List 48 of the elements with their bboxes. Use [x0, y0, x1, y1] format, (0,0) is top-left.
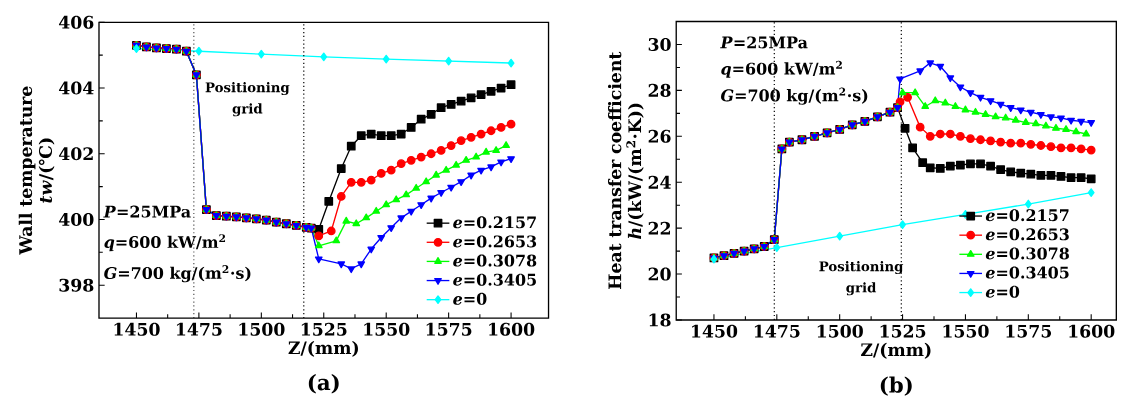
- y-tick-label: 30: [648, 37, 671, 52]
- legend-label: e=0.3405: [453, 273, 536, 286]
- x-tick-label: 1550: [943, 324, 989, 338]
- x-tick-label: 1575: [1006, 324, 1052, 338]
- x-tick-label: 1450: [692, 324, 738, 338]
- annotation: q=600 kW/m$^{2}$: [721, 60, 842, 78]
- y-tick-label: 28: [648, 83, 671, 97]
- y-tick-label: 22: [648, 221, 670, 235]
- y-tick-label: 402: [58, 147, 93, 161]
- x-tick-label: 1525: [880, 324, 926, 338]
- x-tick-label: 1475: [754, 324, 800, 338]
- legend-label: e=0.2157: [985, 209, 1069, 222]
- legend-label: e=0: [985, 285, 1020, 298]
- annotation: q=600 kW/m$^{2}$: [104, 234, 226, 252]
- x-tick-label: 1500: [817, 324, 863, 338]
- text: (a): [308, 373, 339, 394]
- annotation: Positioning grid: [819, 261, 904, 296]
- legend-label: e=0.2157: [453, 216, 536, 229]
- x-axis-title: Z/(mm): [288, 340, 358, 357]
- text: (b): [880, 376, 912, 396]
- y-tick-label: 18: [649, 313, 671, 327]
- y-tick-label: 26: [648, 129, 671, 143]
- x-axis-title: Z/(mm): [861, 342, 931, 359]
- legend-label: e=0.3078: [985, 247, 1069, 260]
- legend-label: e=0.3405: [985, 266, 1069, 279]
- x-tick-label: 1600: [1069, 324, 1115, 338]
- annotation: Positioning grid: [205, 82, 290, 117]
- legend-label: e=0.2653: [453, 235, 537, 248]
- x-tick-label: 1475: [176, 322, 222, 336]
- x-tick-label: 1525: [301, 322, 347, 336]
- annotation: G=700 kg/(m$^{2}$·s): [104, 265, 251, 283]
- y-tick-label: 406: [58, 15, 94, 29]
- x-tick-label: 1575: [426, 322, 472, 336]
- legend-label: e=0: [453, 292, 487, 305]
- annotation: P=25MPa: [720, 36, 808, 49]
- annotation: G=700 kg/(m$^{2}$·s): [721, 87, 868, 105]
- y-tick-label: 404: [58, 81, 94, 95]
- legend-label: e=0.3078: [453, 254, 537, 267]
- x-tick-label: 1500: [239, 322, 285, 336]
- y-tick-label: 398: [59, 278, 94, 292]
- legend-label: e=0.2653: [985, 228, 1069, 241]
- annotation: P=25MPa: [103, 205, 191, 218]
- y-tick-label: 24: [648, 175, 671, 189]
- x-tick-label: 1550: [364, 322, 410, 336]
- x-tick-label: 1450: [114, 322, 160, 336]
- x-tick-label: 1600: [489, 322, 535, 336]
- y-tick-label: 20: [648, 267, 671, 281]
- y-tick-label: 400: [58, 212, 94, 227]
